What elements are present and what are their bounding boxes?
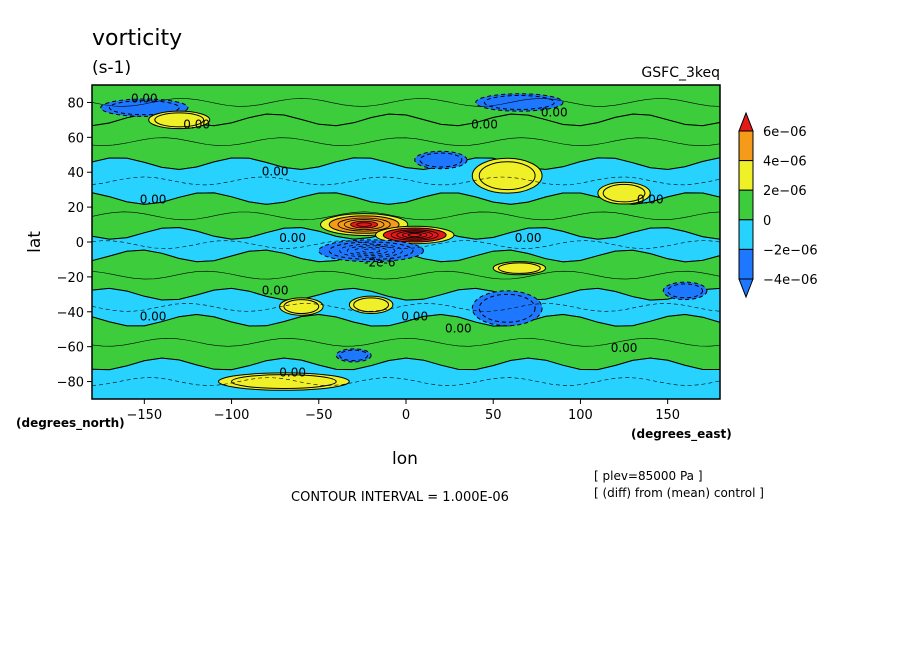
contour-label: 0.00: [515, 231, 542, 245]
x-tick-label: −150: [126, 408, 162, 423]
x-tick-label: 0: [402, 408, 410, 423]
contour-blob: [602, 183, 646, 203]
contour-label: 0.00: [471, 118, 498, 132]
chart-title: vorticity: [92, 26, 182, 51]
contour-blob: [231, 374, 337, 390]
x-tick-label: 100: [568, 408, 593, 423]
contour-blob: [497, 262, 541, 274]
contour-blob: [361, 248, 381, 253]
contour-line: [91, 98, 721, 107]
contour-label: 0.00: [262, 165, 289, 179]
colorbar-box: [738, 248, 754, 280]
x-tick-label: 150: [655, 408, 680, 423]
y-axis: 80 60 40 20 0 −20 −40 −60 −80: [57, 96, 92, 391]
colorbar-box: [738, 130, 754, 162]
colorbar-min-arrow: [738, 278, 754, 299]
x-tick-label: −50: [305, 408, 332, 423]
colorbar-box: [738, 160, 754, 191]
y-tick-label: 20: [67, 201, 84, 216]
contour-label: 0.00: [183, 118, 210, 132]
colorbar-max-arrow: [738, 111, 754, 132]
contour-label: 0.00: [131, 91, 158, 105]
contour-line: [91, 137, 721, 147]
contour-blob: [478, 161, 536, 191]
x-tick-label: −100: [214, 408, 250, 423]
colorbar-tick-label: 4e−06: [763, 155, 807, 170]
y-tick-label: 60: [67, 131, 84, 146]
contour-band: [91, 357, 721, 400]
colorbar-tick-label: 0: [763, 214, 771, 229]
contour-labels: 0.00 0.00 0.00 0.00 0.00 0.00 0.00 0.00 0.00 0.00…: [131, 91, 664, 379]
colorbar-tick-label: 6e−06: [763, 125, 807, 140]
contour-line: [91, 240, 721, 249]
y-units-label: (degrees_north): [16, 416, 125, 431]
colorbar-tick-label: −2e−06: [763, 243, 818, 258]
contour-line: [91, 176, 721, 186]
annotation-plev: [ plev=85000 Pa ]: [594, 469, 703, 483]
contour-line: [91, 337, 721, 347]
y-tick-label: 80: [67, 96, 84, 111]
contour-blob: [154, 112, 205, 128]
contour-line: [91, 211, 721, 221]
contour-blob: [419, 152, 463, 168]
y-tick-label: −60: [57, 341, 84, 356]
contour-label: -2e-6: [364, 255, 395, 269]
contour-label: 0.00: [279, 365, 306, 379]
chart-units: (s-1): [92, 58, 131, 78]
contour-blob: [283, 299, 320, 315]
contour-label: 0.00: [262, 283, 289, 297]
contour-blob: [667, 283, 704, 299]
contour-blob: [108, 100, 180, 116]
y-tick-label: −20: [57, 271, 84, 286]
contour-blob: [478, 293, 536, 323]
colorbar-tick-label: 2e−06: [763, 184, 807, 199]
contour-label: 0.00: [140, 193, 167, 207]
y-tick-label: −40: [57, 306, 84, 321]
contour-label: 0.00: [541, 105, 568, 119]
contour-label: 0.00: [140, 310, 167, 324]
x-tick-label: 50: [485, 408, 502, 423]
contour-label: 0.00: [637, 193, 664, 207]
contour-line: [91, 270, 721, 280]
contour-label: 0.00: [401, 310, 428, 324]
contour-line: [91, 377, 721, 386]
plot-area: [91, 84, 721, 400]
contour-line: [91, 303, 721, 312]
y-axis-title: lat: [25, 231, 45, 253]
contour-blob: [339, 349, 369, 362]
contour-blob: [356, 222, 372, 227]
colorbar-tick-label: −4e−06: [763, 273, 818, 288]
contour-label: 0.00: [279, 231, 306, 245]
colorbar-box: [738, 219, 754, 250]
contour-label: 0.00: [445, 322, 472, 336]
contour-label: 0.00: [611, 341, 638, 355]
contour-lines: [91, 98, 721, 386]
x-axis: −150 −100 −50 0 50 100 150: [126, 399, 680, 423]
y-tick-label: 0: [76, 236, 84, 251]
contour-interval-label: CONTOUR INTERVAL = 1.000E-06: [291, 490, 509, 505]
colorbar-box: [738, 189, 754, 221]
y-tick-label: 40: [67, 166, 84, 181]
colorbar: 6e−06 4e−06 2e−06 0 −2e−06 −4e−06: [738, 111, 818, 299]
x-units-label: (degrees_east): [631, 427, 732, 442]
y-tick-label: −80: [57, 376, 84, 391]
contour-blob: [353, 297, 390, 313]
contour-blob: [407, 233, 422, 237]
x-axis-title: lon: [392, 449, 418, 469]
model-label: GSFC_3keq: [641, 65, 720, 81]
annotation-diff: [ (diff) from (mean) control ]: [594, 486, 764, 500]
